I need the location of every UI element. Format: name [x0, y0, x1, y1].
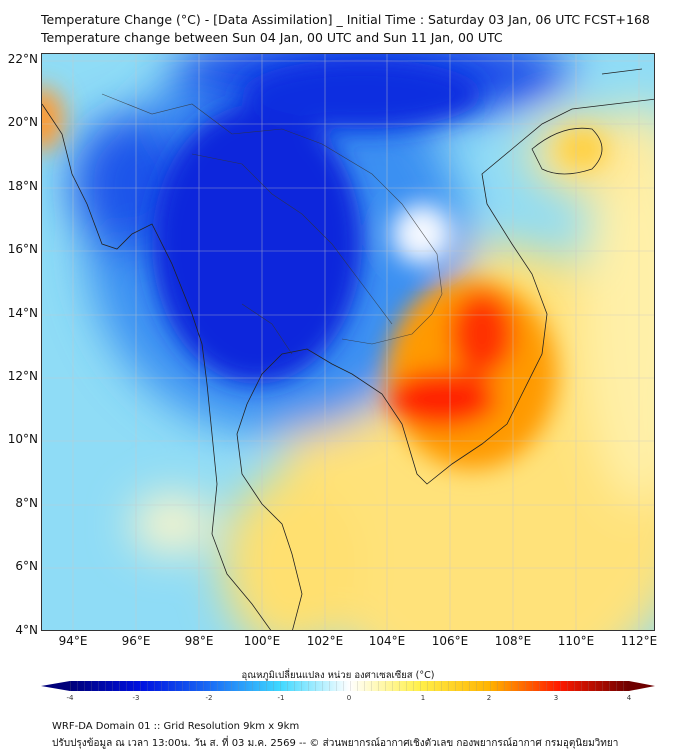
lon-label: 110°E	[557, 634, 595, 648]
colorbar-tick: 0	[346, 694, 352, 702]
lat-label: 12°N	[7, 369, 38, 383]
footer-model-info: WRF-DA Domain 01 :: Grid Resolution 9km …	[52, 721, 300, 732]
lon-label: 112°E	[620, 634, 658, 648]
lat-label: 10°N	[7, 432, 38, 446]
colorbar-tick: 1	[420, 694, 426, 702]
lat-label: 14°N	[7, 306, 38, 320]
temperature-change-map	[41, 53, 655, 631]
lon-label: 108°E	[494, 634, 532, 648]
lat-label: 8°N	[15, 496, 38, 510]
lon-label: 104°E	[368, 634, 406, 648]
lat-label: 16°N	[7, 242, 38, 256]
lat-label: 22°N	[7, 52, 38, 66]
colorbar	[41, 681, 655, 691]
colorbar-tick: -4	[66, 694, 74, 702]
lat-label: 20°N	[7, 115, 38, 129]
lat-label: 6°N	[15, 559, 38, 573]
lon-label: 96°E	[121, 634, 151, 648]
borders	[101, 93, 443, 355]
colorbar-tick: -3	[132, 694, 140, 702]
lat-label: 4°N	[15, 623, 38, 637]
lon-label: 106°E	[431, 634, 469, 648]
coastlines	[42, 68, 654, 630]
map-field	[42, 54, 654, 630]
colorbar-tick: -2	[205, 694, 213, 702]
lat-label: 18°N	[7, 179, 38, 193]
colorbar-min-arrow	[41, 681, 70, 691]
lon-label: 94°E	[58, 634, 88, 648]
colorbar-title: อุณหภูมิเปลี่ยนแปลง หน่วย องศาเซลเซียส (…	[241, 670, 435, 681]
lon-label: 102°E	[306, 634, 344, 648]
map-title: Temperature Change (°C) - [Data Assimila…	[41, 12, 650, 27]
colorbar-tick: 2	[486, 694, 492, 702]
colorbar-max-arrow	[629, 681, 655, 691]
footer-credit: ปรับปรุงข้อมูล ณ เวลา 13:00น. วัน ส. ที่…	[52, 738, 619, 749]
lon-label: 98°E	[184, 634, 214, 648]
colorbar-tick: 3	[553, 694, 559, 702]
lon-label: 100°E	[243, 634, 281, 648]
map-subtitle: Temperature change between Sun 04 Jan, 0…	[41, 30, 503, 45]
colorbar-tick: -1	[277, 694, 285, 702]
colorbar-tick: 4	[626, 694, 632, 702]
grid-lines	[42, 54, 654, 630]
